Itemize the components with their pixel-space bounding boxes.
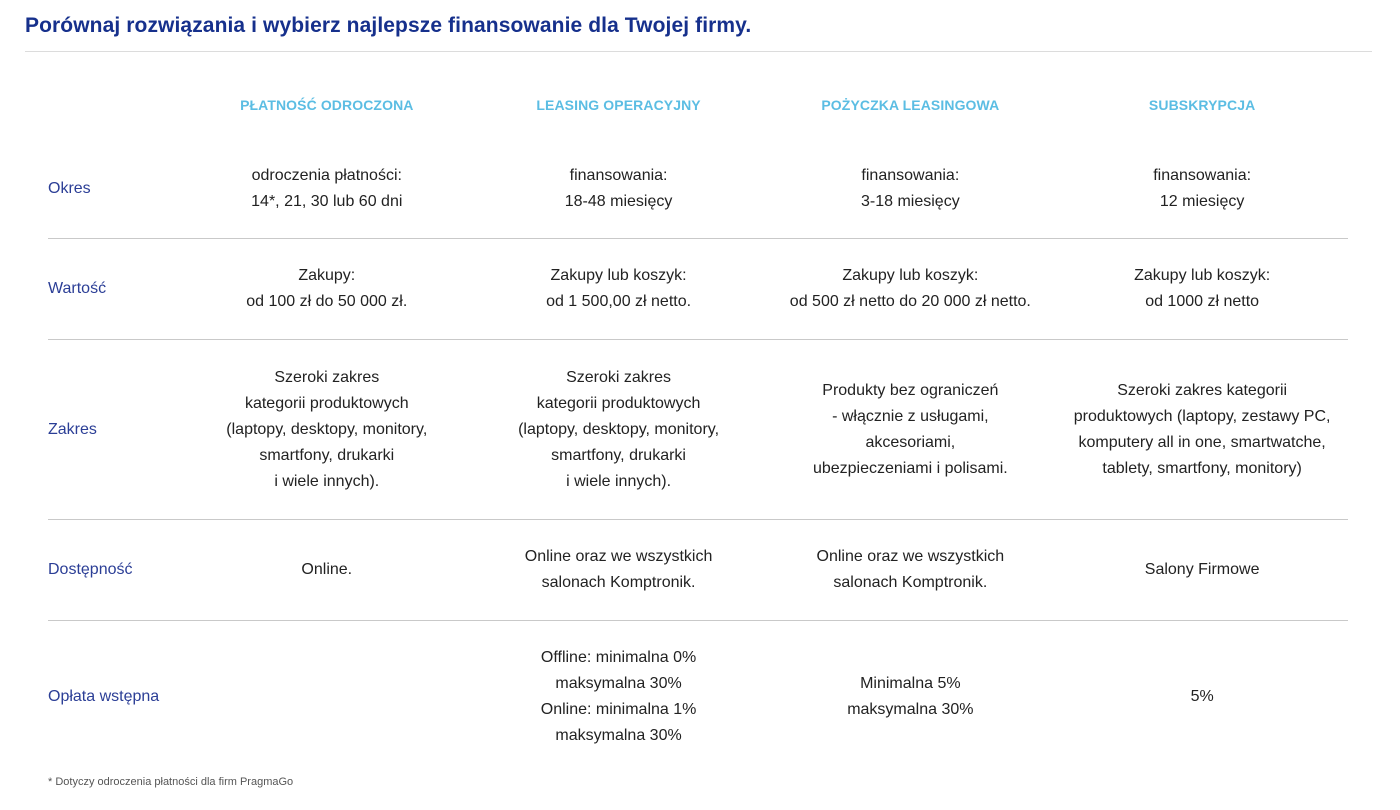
cell-line: salonach Komptronik. [833, 574, 988, 591]
column-header-platnosc-odroczona: PŁATNOŚĆ ODROCZONA [240, 96, 414, 113]
cell-line: Zakupy lub koszyk: [550, 267, 687, 284]
cell-dostepnosc-subskrypcja: Salony Firmowe [1056, 557, 1348, 583]
row-label-okres: Okres [48, 179, 91, 197]
cell-line: komputery all in one, smartwatche, [1078, 433, 1326, 451]
title-divider [25, 51, 1372, 52]
cell-wartosc-subskrypcja: Zakupy lub koszyk: od 1000 zł netto [1056, 263, 1348, 315]
column-header-leasing-operacyjny: LEASING OPERACYJNY [536, 96, 701, 113]
cell-line: finansowania: [1153, 166, 1252, 184]
cell-okres-leasing: finansowania: 18-48 miesięcy [473, 163, 765, 215]
cell-dostepnosc-leasing: Online oraz we wszystkich salonach Kompt… [473, 544, 765, 596]
cell-line: 5% [1190, 688, 1214, 705]
column-header-row: PŁATNOŚĆ ODROCZONA LEASING OPERACYJNY PO… [48, 70, 1348, 139]
cell-line: i wiele innych). [274, 472, 380, 490]
cell-line: Szeroki zakres [566, 368, 672, 386]
cell-line: maksymalna 30% [555, 675, 682, 692]
row-label-dostepnosc: Dostępność [48, 561, 133, 578]
cell-line: tablety, smartfony, monitory) [1102, 459, 1302, 477]
cell-line: Offline: minimalna 0% [540, 649, 697, 666]
row-label-zakres: Zakres [48, 420, 97, 438]
cell-wartosc-pozyczka: Zakupy lub koszyk: od 500 zł netto do 20… [764, 263, 1056, 315]
cell-okres-pozyczka: finansowania: 3-18 miesięcy [764, 163, 1056, 215]
cell-line: Salony Firmowe [1144, 561, 1260, 578]
page-title: Porównaj rozwiązania i wybierz najlepsze… [25, 14, 752, 37]
cell-line: Online. [301, 561, 353, 578]
row-label-oplata-wstepna: Opłata wstępna [48, 688, 160, 705]
cell-line: finansowania: [861, 166, 960, 184]
cell-line: maksymalna 30% [555, 727, 682, 744]
cell-zakres-subskrypcja: Szeroki zakres kategorii produktowych (l… [1056, 378, 1348, 482]
cell-line: (laptopy, desktopy, monitory, [518, 420, 720, 438]
cell-line: produktowych (laptopy, zestawy PC, [1073, 407, 1331, 425]
cell-line: smartfony, drukarki [551, 446, 686, 464]
cell-line: akcesoriami, [865, 433, 956, 451]
footnote: * Dotyczy odroczenia płatności dla firm … [48, 776, 294, 788]
row-wartosc: Wartość Zakupy: od 100 zł do 50 000 zł. … [48, 239, 1348, 340]
cell-line: od 1000 zł netto [1145, 293, 1260, 310]
row-zakres: Zakres Szeroki zakres kategorii produkto… [48, 340, 1348, 520]
cell-line: i wiele innych). [566, 472, 672, 490]
cell-line: - włącznie z usługami, [832, 407, 989, 425]
cell-line: odroczenia płatności: [251, 166, 402, 184]
cell-line: maksymalna 30% [847, 701, 974, 718]
row-oplata-wstepna: Opłata wstępna Offline: minimalna 0% mak… [48, 621, 1348, 773]
cell-dostepnosc-pozyczka: Online oraz we wszystkich salonach Kompt… [764, 544, 1056, 596]
cell-wartosc-platnosc: Zakupy: od 100 zł do 50 000 zł. [181, 263, 473, 315]
cell-oplata-leasing: Offline: minimalna 0% maksymalna 30% Onl… [473, 645, 765, 749]
cell-line: Online oraz we wszystkich [524, 548, 713, 565]
column-header-subskrypcja: SUBSKRYPCJA [1148, 96, 1256, 113]
cell-line: od 100 zł do 50 000 zł. [246, 293, 408, 310]
cell-line: salonach Komptronik. [541, 574, 696, 591]
row-okres: Okres odroczenia płatności: 14*, 21, 30 … [48, 139, 1348, 239]
cell-line: 3-18 miesięcy [860, 192, 960, 210]
cell-line: Zakupy lub koszyk: [842, 267, 979, 284]
cell-line: kategorii produktowych [536, 394, 701, 412]
cell-line: Szeroki zakres kategorii [1117, 381, 1288, 399]
cell-zakres-leasing: Szeroki zakres kategorii produktowych (l… [473, 365, 765, 495]
cell-oplata-subskrypcja: 5% [1056, 684, 1348, 710]
cell-line: od 1 500,00 zł netto. [546, 293, 692, 310]
cell-line: Zakupy: [298, 267, 356, 284]
cell-dostepnosc-platnosc: Online. [181, 557, 473, 583]
row-label-wartosc: Wartość [48, 280, 107, 297]
cell-line: (laptopy, desktopy, monitory, [226, 420, 428, 438]
cell-line: Online: minimalna 1% [540, 701, 697, 718]
cell-line: Zakupy lub koszyk: [1134, 267, 1271, 284]
cell-line: 12 miesięcy [1159, 192, 1245, 210]
cell-line: Minimalna 5% [860, 675, 961, 692]
cell-okres-subskrypcja: finansowania: 12 miesięcy [1056, 163, 1348, 215]
cell-line: ubezpieczeniami i polisami. [812, 459, 1008, 477]
cell-line: Produkty bez ograniczeń [822, 381, 999, 399]
cell-line: kategorii produktowych [244, 394, 409, 412]
row-dostepnosc: Dostępność Online. Online oraz we wszyst… [48, 520, 1348, 621]
cell-wartosc-leasing: Zakupy lub koszyk: od 1 500,00 zł netto. [473, 263, 765, 315]
cell-line: od 500 zł netto do 20 000 zł netto. [789, 293, 1031, 310]
cell-line: smartfony, drukarki [259, 446, 395, 464]
cell-line: Szeroki zakres [274, 368, 380, 386]
comparison-table: PŁATNOŚĆ ODROCZONA LEASING OPERACYJNY PO… [48, 70, 1348, 773]
cell-zakres-platnosc: Szeroki zakres kategorii produktowych (l… [181, 365, 473, 495]
cell-line: Online oraz we wszystkich [816, 548, 1005, 565]
cell-line: 14*, 21, 30 lub 60 dni [251, 192, 403, 210]
cell-zakres-pozyczka: Produkty bez ograniczeń - włącznie z usł… [764, 378, 1056, 482]
cell-okres-platnosc: odroczenia płatności: 14*, 21, 30 lub 60… [181, 163, 473, 215]
cell-oplata-pozyczka: Minimalna 5% maksymalna 30% [764, 671, 1056, 723]
column-header-pozyczka-leasingowa: POŻYCZKA LEASINGOWA [821, 96, 1000, 113]
cell-line: finansowania: [569, 166, 668, 184]
cell-line: 18-48 miesięcy [564, 192, 673, 210]
